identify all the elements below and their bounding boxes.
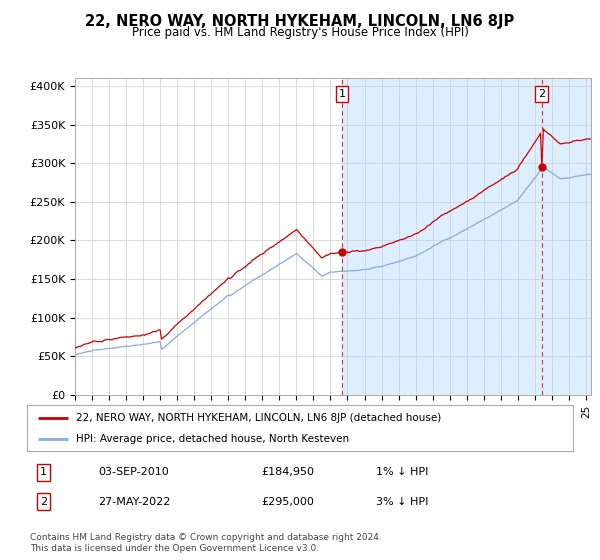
Text: 2: 2 [40, 497, 47, 507]
Text: 22, NERO WAY, NORTH HYKEHAM, LINCOLN, LN6 8JP (detached house): 22, NERO WAY, NORTH HYKEHAM, LINCOLN, LN… [76, 413, 442, 423]
Text: £184,950: £184,950 [262, 468, 315, 478]
Bar [342, 78, 542, 395]
Text: HPI: Average price, detached house, North Kesteven: HPI: Average price, detached house, Nort… [76, 435, 349, 444]
Text: Price paid vs. HM Land Registry's House Price Index (HPI): Price paid vs. HM Land Registry's House … [131, 26, 469, 39]
Text: 1% ↓ HPI: 1% ↓ HPI [376, 468, 429, 478]
Text: 3% ↓ HPI: 3% ↓ HPI [376, 497, 429, 507]
Text: 22, NERO WAY, NORTH HYKEHAM, LINCOLN, LN6 8JP: 22, NERO WAY, NORTH HYKEHAM, LINCOLN, LN… [85, 14, 515, 29]
Bar [542, 78, 591, 395]
Text: £295,000: £295,000 [262, 497, 314, 507]
Text: 27-MAY-2022: 27-MAY-2022 [98, 497, 170, 507]
Text: 2: 2 [538, 89, 545, 99]
Text: 03-SEP-2010: 03-SEP-2010 [98, 468, 169, 478]
Text: 1: 1 [338, 89, 346, 99]
Text: 1: 1 [40, 468, 47, 478]
Text: Contains HM Land Registry data © Crown copyright and database right 2024.
This d: Contains HM Land Registry data © Crown c… [30, 533, 382, 553]
